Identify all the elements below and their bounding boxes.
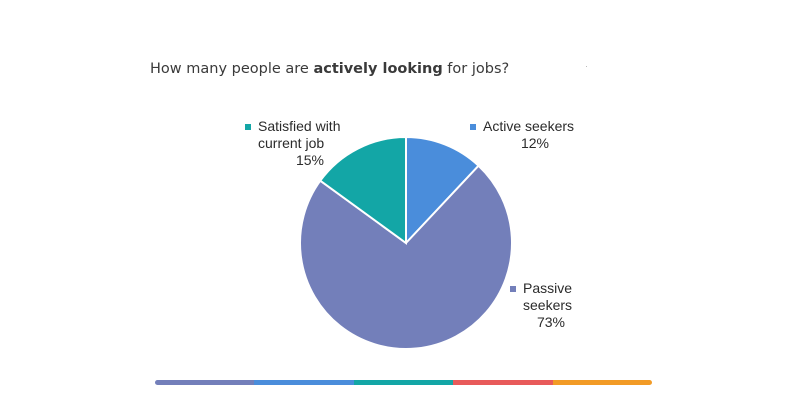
decorative-dot (586, 66, 587, 67)
bottom-bar-segment (552, 380, 652, 385)
pie-slice-active-seekers (405, 135, 480, 246)
slice-label: seekers (523, 297, 572, 313)
legend-marker-icon (510, 286, 516, 292)
slice-value-label: 15% (296, 152, 324, 168)
legend-marker-icon (245, 124, 251, 130)
slice-label: Active seekers (483, 118, 574, 134)
bottom-bar-segment (353, 380, 454, 385)
slice-label: current job (258, 135, 324, 151)
pie-slices (299, 135, 513, 350)
bottom-color-bar (155, 380, 652, 385)
bottom-bar-segment (453, 380, 553, 385)
slice-label: Passive (523, 280, 572, 296)
bottom-bar-segment (155, 380, 255, 385)
slice-value-label: 12% (521, 135, 549, 151)
title-suffix: for jobs? (442, 61, 510, 77)
legend-marker-icon (470, 124, 476, 130)
title-emphasis: actively looking (313, 61, 443, 77)
chart-title: How many people are actively looking for… (150, 61, 509, 77)
slice-value-label: 73% (537, 314, 565, 330)
slice-label: Satisfied with (258, 118, 340, 134)
title-prefix: How many people are (150, 61, 314, 77)
bottom-bar-segment (254, 380, 354, 385)
pie-slice-passive-seekers (299, 164, 513, 350)
pie-slice-satisfied-with-current-job (318, 135, 407, 245)
